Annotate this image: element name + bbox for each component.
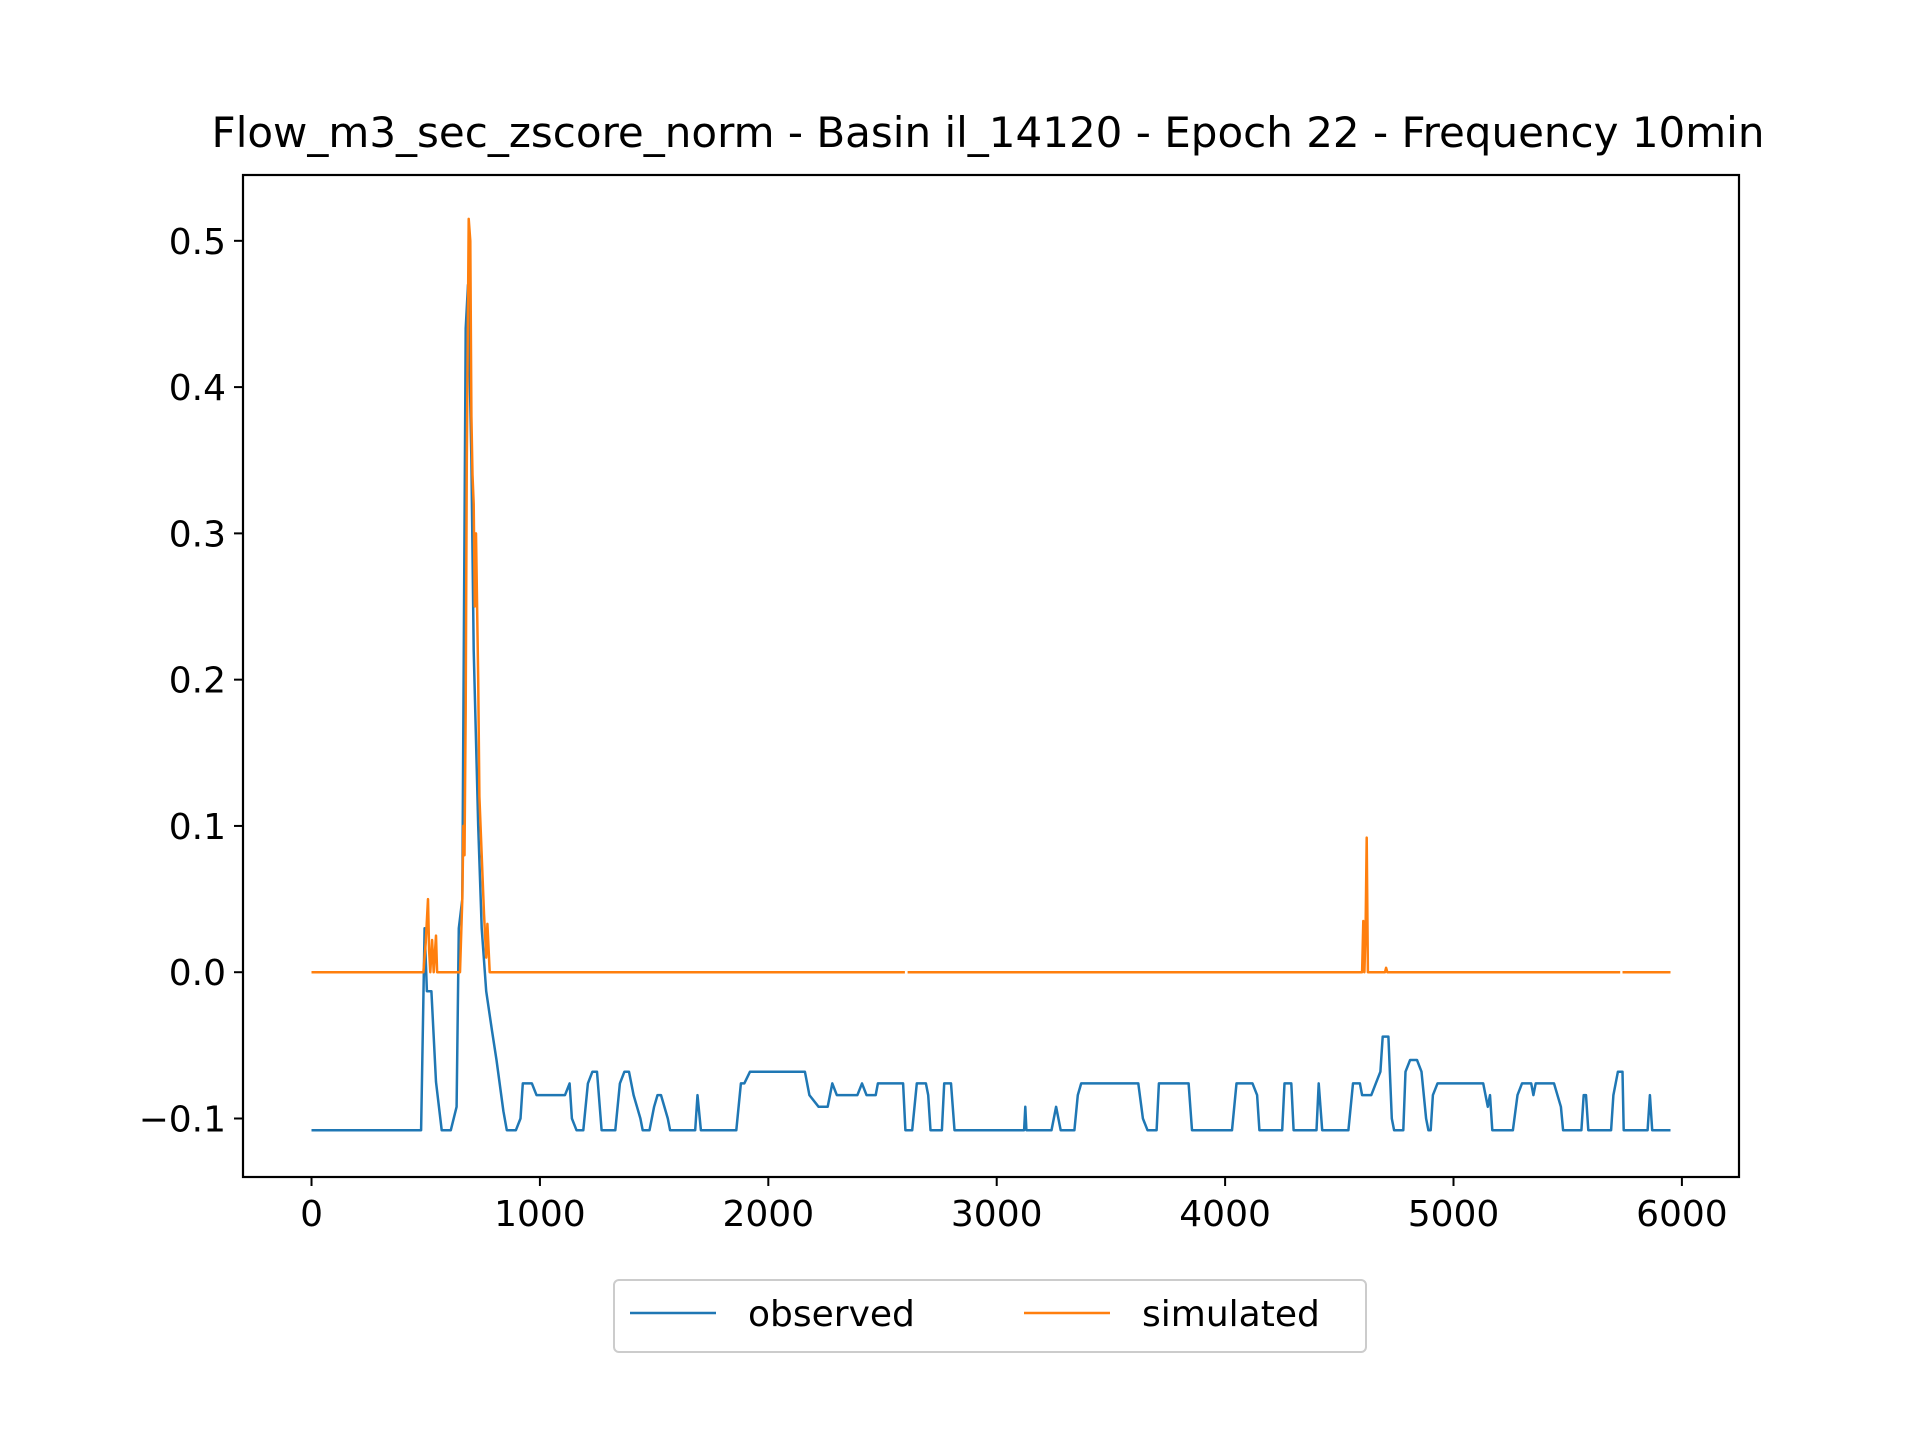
- y-tick-label-0.3: 0.3: [169, 514, 226, 555]
- legend-label-simulated: simulated: [1142, 1294, 1320, 1335]
- x-tick-label-4000: 4000: [1179, 1194, 1271, 1235]
- plot-area: [241, 173, 1741, 1179]
- y-axis: −0.1 0.0 0.1 0.2 0.3 0.4 0.5: [139, 222, 243, 1140]
- x-tick-label-1000: 1000: [494, 1194, 586, 1235]
- series-line-observed: [311, 283, 1671, 1132]
- y-tick-label--0.1: −0.1: [139, 1099, 226, 1140]
- legend-box: [613, 1279, 1367, 1353]
- x-tick-label-2000: 2000: [723, 1194, 815, 1235]
- axes-frame: [241, 173, 1741, 1179]
- x-tick-label-0: 0: [300, 1194, 323, 1235]
- x-tick-label-5000: 5000: [1408, 1194, 1500, 1235]
- series-layer: [311, 217, 1671, 1132]
- chart-title: Flow_m3_sec_zscore_norm - Basin il_14120…: [212, 108, 1765, 157]
- x-tick-label-6000: 6000: [1636, 1194, 1728, 1235]
- legend-label-observed: observed: [748, 1294, 915, 1335]
- y-tick-label-0.4: 0.4: [169, 368, 226, 409]
- y-tick-label-0: 0.0: [169, 953, 226, 994]
- y-tick-label-0.1: 0.1: [169, 807, 226, 848]
- plot-background: [243, 175, 1739, 1177]
- y-tick-label-0.5: 0.5: [169, 222, 226, 263]
- series-line-simulated: [311, 217, 1671, 974]
- y-tick-label-0.2: 0.2: [169, 661, 226, 702]
- x-tick-label-3000: 3000: [951, 1194, 1043, 1235]
- x-axis: 0 1000 2000 3000 4000 5000 6000: [300, 1177, 1728, 1235]
- legend: observed simulated: [613, 1279, 1367, 1353]
